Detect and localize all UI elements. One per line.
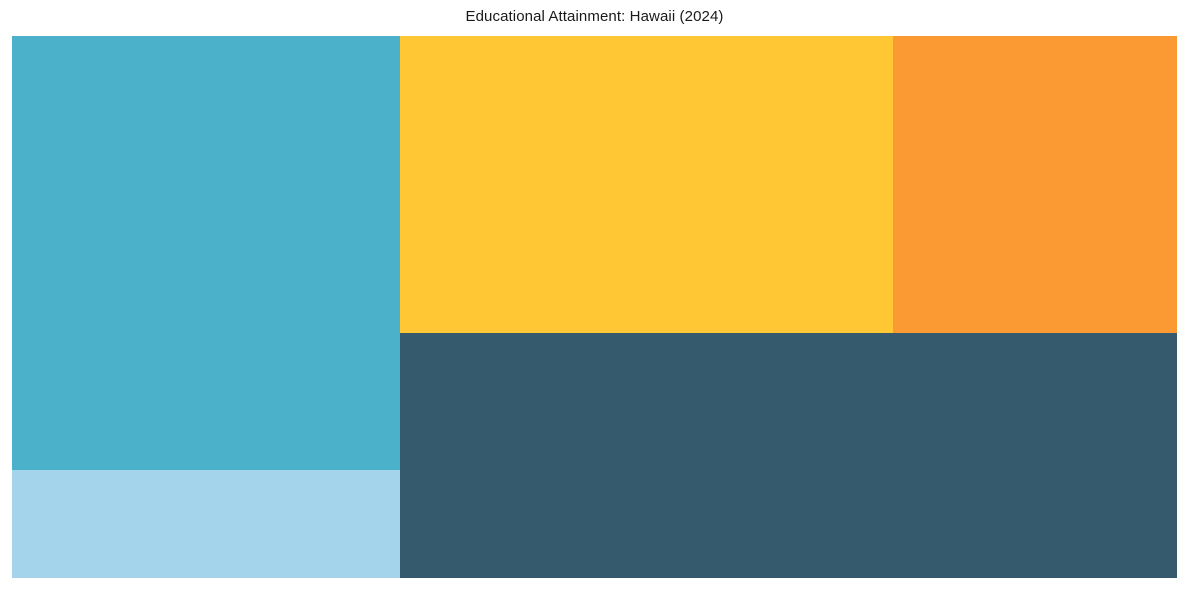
treemap-tile[interactable]: High school graduate xyxy=(12,36,400,470)
treemap-tile[interactable]: Graduate or professional degree xyxy=(893,36,1177,333)
treemap-plot-area: High school graduate Bachelor's degree G… xyxy=(12,36,1177,578)
treemap-tile[interactable]: Bachelor's degree xyxy=(400,36,893,333)
treemap-tile[interactable]: Less than high school xyxy=(12,470,400,578)
chart-title: Educational Attainment: Hawaii (2024) xyxy=(465,8,724,25)
treemap-tile[interactable]: Some college or associate degree xyxy=(400,333,1177,578)
